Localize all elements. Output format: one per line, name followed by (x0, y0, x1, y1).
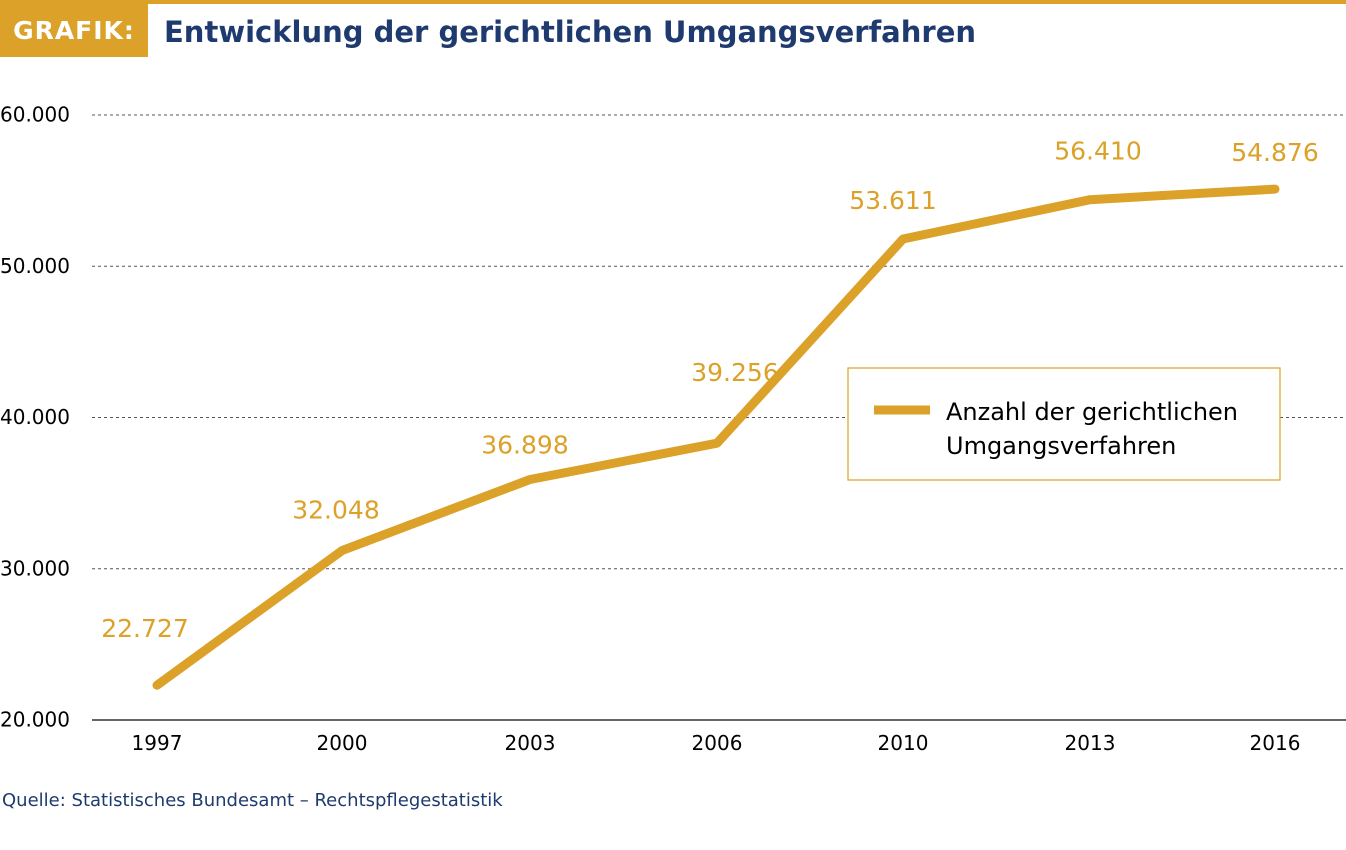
legend-label: Anzahl der gerichtlichen (946, 398, 1238, 426)
x-tick-labels: 1997 2000 2003 2006 2010 2013 2016 (132, 731, 1301, 755)
grafik-badge: GRAFIK: (0, 4, 148, 57)
x-tick-label: 1997 (132, 731, 183, 755)
data-label: 36.898 (481, 431, 568, 460)
y-tick-label: 20.000 (0, 708, 70, 732)
x-tick-label: 2010 (878, 731, 929, 755)
data-label: 56.410 (1054, 137, 1141, 166)
chart-title: Entwicklung der gerichtlichen Umgangsver… (164, 15, 977, 49)
x-tick-label: 2000 (317, 731, 368, 755)
grid-lines (92, 114, 1346, 570)
y-tick-label: 30.000 (0, 556, 70, 580)
y-tick-label: 40.000 (0, 405, 70, 429)
source-note: Quelle: Statistisches Bundesamt – Rechts… (2, 790, 503, 811)
legend: Anzahl der gerichtlichen Umgangsverfahren (847, 367, 1281, 481)
data-label: 39.256 (691, 358, 778, 387)
legend-box (847, 367, 1281, 481)
y-tick-label: 60.000 (0, 103, 70, 127)
data-label: 54.876 (1231, 138, 1318, 167)
y-tick-label: 50.000 (0, 254, 70, 278)
data-series (152, 184, 1280, 690)
x-tick-label: 2016 (1250, 731, 1301, 755)
data-label: 53.611 (849, 186, 936, 215)
series-line (152, 184, 1280, 690)
data-labels: 22.727 32.048 36.898 39.256 53.611 56.410 54.8… (101, 137, 1318, 644)
legend-label: Umgangsverfahren (946, 432, 1176, 460)
data-label: 22.727 (101, 614, 188, 643)
y-tick-labels: 20.000 30.000 40.000 50.000 60.000 (0, 103, 70, 732)
x-tick-label: 2013 (1065, 731, 1116, 755)
header-rule (0, 0, 1346, 4)
data-label: 32.048 (292, 496, 379, 525)
x-tick-label: 2006 (692, 731, 743, 755)
x-tick-label: 2003 (505, 731, 556, 755)
